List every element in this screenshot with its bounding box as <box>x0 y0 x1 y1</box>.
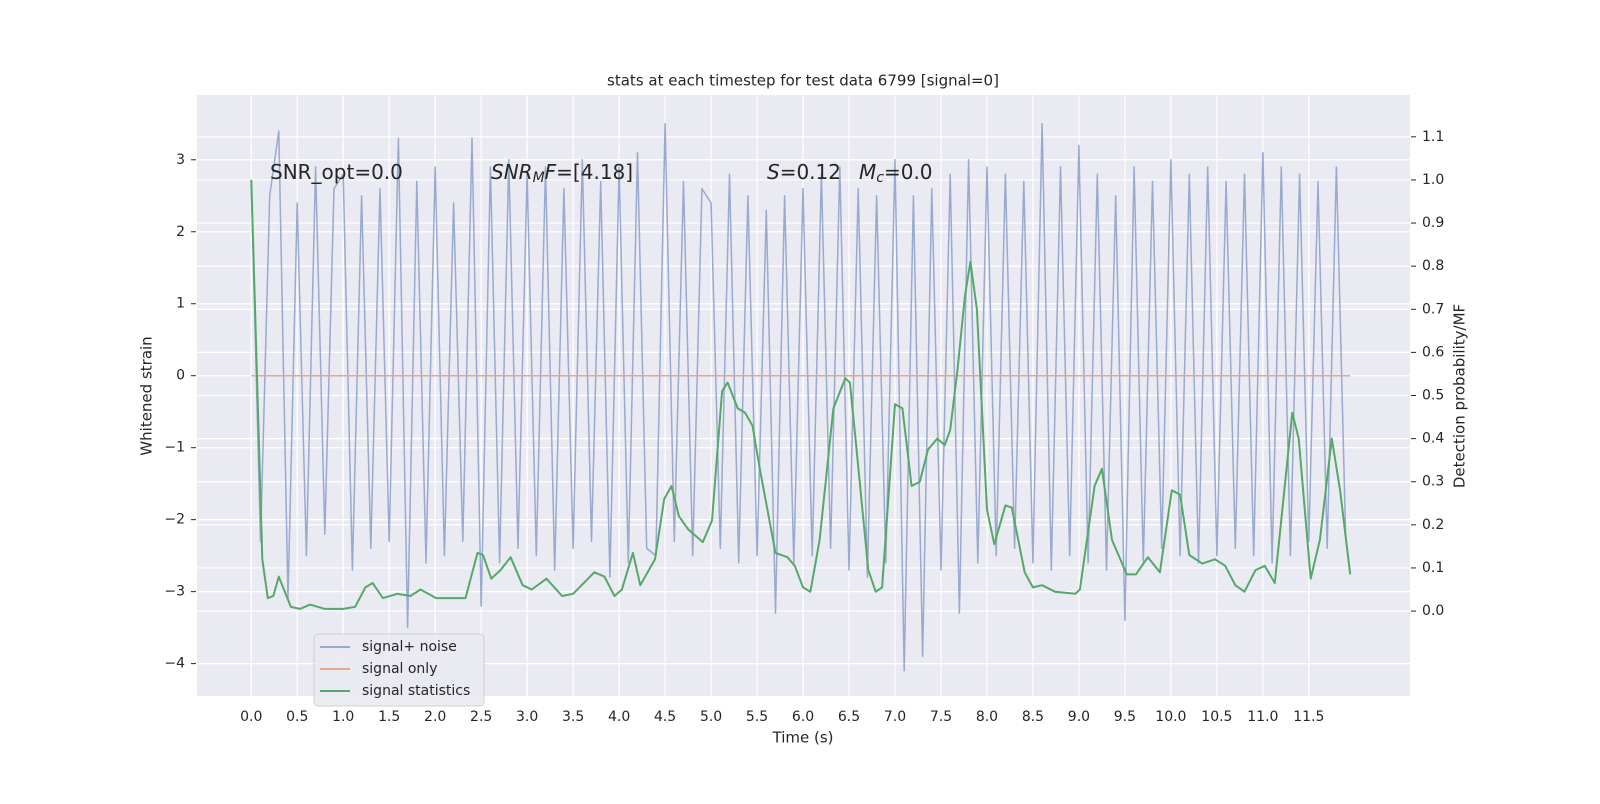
y2-tick-label: 0.1 <box>1422 560 1444 576</box>
marks <box>250 123 1352 672</box>
y2-tick-label: 0.9 <box>1422 215 1444 231</box>
annotation-part: =0.12 <box>780 160 841 184</box>
x-tick-label: 11.5 <box>1293 709 1324 725</box>
y2-tick-label: 0.2 <box>1422 517 1444 533</box>
x-tick-label: 7.5 <box>930 709 952 725</box>
x-tick-label: 11.0 <box>1247 709 1278 725</box>
labels: 0.0 0.5 1.0 1.5 2.0 2.5 3.0 3.5 4.0 4.5 5.0 5.5 6.0 6… <box>164 129 1444 725</box>
legend: signal+ noise signal only signal statistic… <box>313 633 485 707</box>
x-tick-label: 9.5 <box>1114 709 1136 725</box>
annotation-part: M <box>533 170 545 186</box>
annotation-part: F <box>545 160 557 184</box>
series-line <box>250 179 1352 610</box>
y-tick-label: −2 <box>164 512 185 528</box>
annotation-part: c <box>876 170 884 186</box>
y2-tick-label: 1.1 <box>1422 129 1444 145</box>
x-axis-label: Time (s) <box>772 729 834 747</box>
x-tick-label: 5.5 <box>746 709 768 725</box>
x-tick-label: 9.0 <box>1068 709 1090 725</box>
annotation-part: SNR <box>491 160 533 184</box>
legend-label: signal+ noise <box>362 639 457 655</box>
annotation-part: S <box>767 160 780 184</box>
annotation-part: =0.0 <box>884 160 933 184</box>
annotation-part: =[4.18] <box>556 160 633 184</box>
annotation: S=0.12 <box>767 160 841 184</box>
x-tick-label: 8.5 <box>1022 709 1044 725</box>
x-tick-label: 1.5 <box>378 709 400 725</box>
annotation-part: M <box>859 160 876 184</box>
chart-title: stats at each timestep for test data 679… <box>607 72 999 90</box>
legend-label: signal statistics <box>362 683 470 699</box>
x-tick-label: 2.5 <box>470 709 492 725</box>
y2-tick-label: 0.6 <box>1422 344 1444 360</box>
x-tick-label: 1.0 <box>332 709 354 725</box>
annotation: Mc=0.0 <box>859 160 933 187</box>
annotation: SNRMF=[4.18] <box>491 160 633 187</box>
x-tick-label: 8.0 <box>976 709 998 725</box>
y2-axis-label: Detection probability/MF <box>1451 304 1469 488</box>
x-tick-label: 3.5 <box>562 709 584 725</box>
y2-tick-label: 0.0 <box>1422 603 1444 619</box>
x-tick-label: 10.5 <box>1201 709 1232 725</box>
x-tick-label: 0.0 <box>240 709 262 725</box>
y2-tick-label: 1.0 <box>1422 172 1444 188</box>
y-tick-label: −3 <box>164 584 185 600</box>
x-tick-label: 3.0 <box>516 709 538 725</box>
x-tick-label: 6.0 <box>792 709 814 725</box>
y-tick-label: −1 <box>164 440 185 456</box>
y-tick-label: 0 <box>176 368 185 384</box>
annotation: SNR_opt=0.0 <box>270 160 403 184</box>
x-tick-label: 4.5 <box>654 709 676 725</box>
x-tick-label: 6.5 <box>838 709 860 725</box>
y-tick-label: 1 <box>176 296 185 312</box>
y-tick-label: −4 <box>164 656 185 672</box>
y2-tick-label: 0.4 <box>1422 431 1444 447</box>
legend-label: signal only <box>362 661 437 677</box>
x-tick-label: 5.0 <box>700 709 722 725</box>
x-tick-label: 2.0 <box>424 709 446 725</box>
x-tick-label: 4.0 <box>608 709 630 725</box>
y-axis-label: Whitened strain <box>138 336 156 455</box>
legend-box <box>313 633 485 707</box>
y-tick-label: 2 <box>176 224 185 240</box>
annotation-part: SNR_opt=0.0 <box>270 160 403 184</box>
x-tick-label: 0.5 <box>286 709 308 725</box>
y2-tick-label: 0.7 <box>1422 301 1444 317</box>
y2-tick-label: 0.5 <box>1422 388 1444 404</box>
y-tick-label: 3 <box>176 152 185 168</box>
x-tick-label: 10.0 <box>1155 709 1186 725</box>
x-tick-label: 7.0 <box>884 709 906 725</box>
y2-tick-label: 0.8 <box>1422 258 1444 274</box>
y2-tick-label: 0.3 <box>1422 474 1444 490</box>
